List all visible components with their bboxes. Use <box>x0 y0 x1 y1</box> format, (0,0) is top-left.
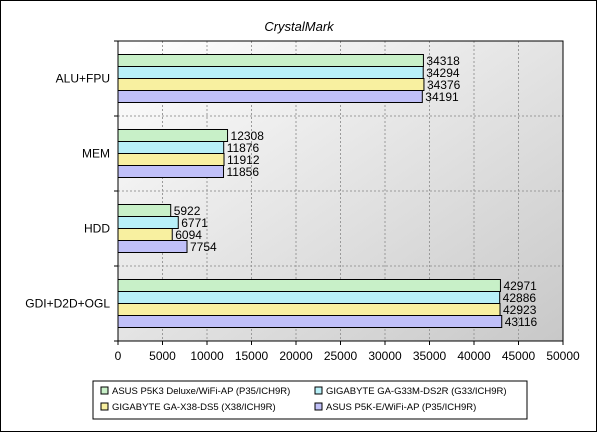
bar <box>117 216 179 229</box>
legend-swatch <box>314 386 323 395</box>
data-label: 6094 <box>175 228 202 242</box>
category-label: HDD <box>84 222 110 236</box>
legend: ASUS P5K3 Deluxe/WiFi-AP (P35/ICH9R) GIGA… <box>92 380 528 420</box>
x-tick-label: 35000 <box>413 349 447 363</box>
data-label: 12308 <box>231 129 265 143</box>
data-label: 43116 <box>505 315 538 329</box>
data-label: 7754 <box>190 240 217 254</box>
x-tick-label: 45000 <box>502 349 536 363</box>
legend-label: GIGABYTE GA-X38-DS5 (X38/ICH9R) <box>112 402 276 413</box>
bar <box>117 165 225 178</box>
bar <box>117 279 501 292</box>
bar <box>117 153 225 166</box>
legend-label: GIGABYTE GA-G33M-DS2R (G33/ICH9R) <box>326 386 507 397</box>
x-tick-label: 50000 <box>546 349 580 363</box>
data-label: 34191 <box>425 90 459 104</box>
data-label: 34318 <box>426 54 460 68</box>
x-tick-label: 0 <box>115 349 122 363</box>
x-tick-label: 15000 <box>235 349 269 363</box>
bar <box>117 315 503 328</box>
data-label: 34376 <box>427 78 461 92</box>
data-label: 42886 <box>503 291 537 305</box>
x-tick-label: 40000 <box>457 349 491 363</box>
bar <box>117 54 424 67</box>
bar <box>117 129 229 142</box>
data-label: 34294 <box>426 66 460 80</box>
x-tick-label: 20000 <box>279 349 313 363</box>
legend-label: ASUS P5K3 Deluxe/WiFi-AP (P35/ICH9R) <box>112 386 290 397</box>
bar <box>117 141 225 154</box>
bar <box>117 66 424 79</box>
category-label: GDI+D2D+OGL <box>25 297 110 311</box>
data-label: 11876 <box>227 141 260 155</box>
legend-swatch <box>314 402 323 411</box>
bar <box>117 228 173 241</box>
bar <box>117 204 172 217</box>
data-label: 11912 <box>227 153 260 167</box>
legend-swatch <box>100 386 109 395</box>
legend-box <box>92 380 528 420</box>
x-tick-label: 25000 <box>324 349 358 363</box>
category-label: ALU+FPU <box>56 72 110 86</box>
x-tick-label: 30000 <box>368 349 402 363</box>
data-label: 6771 <box>181 216 208 230</box>
x-tick-label: 5000 <box>149 349 176 363</box>
x-tick-label: 10000 <box>190 349 224 363</box>
bar <box>117 78 425 91</box>
data-label: 42971 <box>503 279 537 293</box>
data-label: 11856 <box>227 165 260 179</box>
bar <box>117 240 188 253</box>
bar <box>117 291 501 304</box>
data-label: 42923 <box>503 303 537 317</box>
chart-title: CrystalMark <box>264 19 335 34</box>
legend-label: ASUS P5K-E/WiFi-AP (P35/ICH9R) <box>326 402 476 413</box>
bar <box>117 303 501 316</box>
category-label: MEM <box>82 147 110 161</box>
bar <box>117 90 423 103</box>
legend-swatch <box>100 402 109 411</box>
data-label: 5922 <box>174 204 201 218</box>
